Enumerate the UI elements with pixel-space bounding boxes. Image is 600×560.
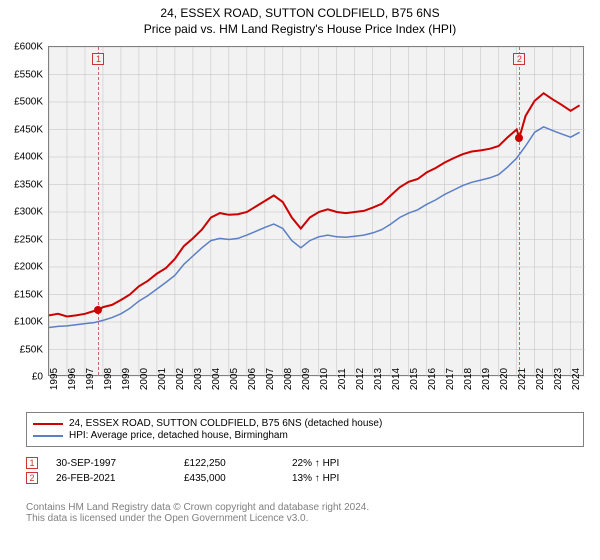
chart-title-address: 24, ESSEX ROAD, SUTTON COLDFIELD, B75 6N… (0, 6, 600, 20)
legend-swatch (33, 423, 63, 425)
y-axis-tick: £0 (32, 372, 43, 383)
legend-label: 24, ESSEX ROAD, SUTTON COLDFIELD, B75 6N… (69, 418, 382, 429)
y-axis-tick: £600K (14, 42, 43, 53)
chart-legend: 24, ESSEX ROAD, SUTTON COLDFIELD, B75 6N… (26, 412, 584, 447)
y-axis-tick: £250K (14, 234, 43, 245)
sales-row: 2 26-FEB-2021 £435,000 13% ↑ HPI (26, 472, 339, 484)
y-axis-tick: £400K (14, 152, 43, 163)
legend-swatch (33, 435, 63, 437)
sales-row-price: £435,000 (184, 473, 274, 484)
chart-title-subtitle: Price paid vs. HM Land Registry's House … (0, 22, 600, 36)
sales-row-date: 26-FEB-2021 (56, 473, 166, 484)
y-axis-tick: £100K (14, 317, 43, 328)
legend-label: HPI: Average price, detached house, Birm… (69, 430, 288, 441)
sales-row-marker: 2 (26, 472, 38, 484)
sales-row-price: £122,250 (184, 458, 274, 469)
y-axis-tick: £50K (20, 344, 43, 355)
y-axis-tick: £150K (14, 289, 43, 300)
y-axis-tick: £500K (14, 97, 43, 108)
sales-row-delta: 22% ↑ HPI (292, 458, 339, 469)
footer-line-2: This data is licensed under the Open Gov… (26, 513, 369, 524)
y-axis-tick: £350K (14, 179, 43, 190)
sales-table: 1 30-SEP-1997 £122,250 22% ↑ HPI 2 26-FEB-202… (26, 454, 339, 487)
series-hpi_line (49, 127, 580, 328)
sales-row: 1 30-SEP-1997 £122,250 22% ↑ HPI (26, 457, 339, 469)
legend-row: 24, ESSEX ROAD, SUTTON COLDFIELD, B75 6N… (33, 418, 577, 429)
y-axis-tick: £550K (14, 69, 43, 80)
y-axis-tick: £450K (14, 124, 43, 135)
y-axis-tick: £300K (14, 207, 43, 218)
series-address_line (49, 93, 580, 316)
chart-footer: Contains HM Land Registry data © Crown c… (26, 502, 369, 524)
sales-row-date: 30-SEP-1997 (56, 458, 166, 469)
legend-row: HPI: Average price, detached house, Birm… (33, 430, 577, 441)
sales-row-marker: 1 (26, 457, 38, 469)
y-axis-tick: £200K (14, 262, 43, 273)
sales-row-delta: 13% ↑ HPI (292, 473, 339, 484)
footer-line-1: Contains HM Land Registry data © Crown c… (26, 502, 369, 513)
chart-plot-area: £0£50K£100K£150K£200K£250K£300K£350K£400… (48, 46, 584, 376)
